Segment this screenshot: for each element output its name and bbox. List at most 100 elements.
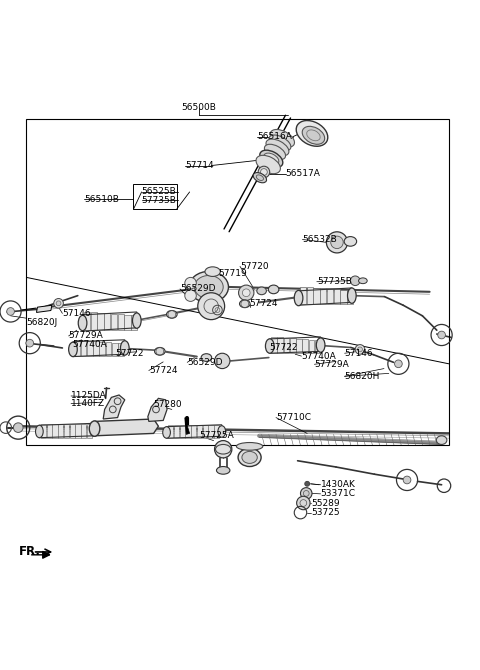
Text: 56529D: 56529D (187, 358, 223, 367)
Circle shape (242, 289, 250, 297)
Polygon shape (290, 338, 296, 353)
Text: 1125DA: 1125DA (71, 391, 107, 401)
Text: 56820J: 56820J (26, 318, 58, 326)
Ellipse shape (89, 421, 100, 436)
Polygon shape (277, 338, 283, 353)
Ellipse shape (194, 275, 223, 299)
Polygon shape (64, 424, 69, 438)
Ellipse shape (167, 310, 177, 318)
Polygon shape (191, 425, 196, 438)
Ellipse shape (348, 288, 356, 304)
Ellipse shape (132, 313, 141, 328)
Polygon shape (52, 424, 58, 438)
Text: 56516A: 56516A (257, 132, 292, 141)
Ellipse shape (242, 452, 257, 464)
Polygon shape (84, 312, 90, 330)
Polygon shape (47, 424, 52, 438)
Text: 57740A: 57740A (301, 352, 336, 360)
Ellipse shape (260, 150, 283, 168)
Polygon shape (302, 339, 308, 353)
Polygon shape (118, 314, 124, 330)
Text: 57735B: 57735B (142, 196, 177, 204)
Polygon shape (58, 424, 63, 438)
Polygon shape (36, 306, 52, 312)
Polygon shape (271, 337, 277, 353)
Polygon shape (70, 424, 75, 438)
Ellipse shape (238, 448, 261, 466)
Polygon shape (208, 425, 214, 438)
Ellipse shape (216, 444, 231, 454)
Polygon shape (75, 424, 81, 438)
Ellipse shape (264, 153, 279, 165)
Text: FR.: FR. (19, 545, 41, 559)
Ellipse shape (90, 424, 98, 436)
Polygon shape (118, 343, 124, 356)
Ellipse shape (256, 155, 280, 174)
Ellipse shape (201, 354, 212, 361)
Circle shape (56, 301, 61, 306)
Circle shape (198, 293, 225, 320)
Polygon shape (87, 341, 93, 356)
Circle shape (403, 476, 411, 484)
Polygon shape (81, 424, 86, 438)
Ellipse shape (240, 300, 250, 308)
Polygon shape (91, 312, 97, 330)
Ellipse shape (264, 144, 286, 159)
Polygon shape (99, 342, 105, 356)
Polygon shape (284, 338, 289, 353)
Circle shape (305, 482, 310, 486)
Ellipse shape (268, 285, 279, 293)
Polygon shape (296, 339, 302, 353)
Polygon shape (103, 395, 125, 419)
Polygon shape (203, 425, 208, 438)
Polygon shape (197, 425, 202, 438)
Ellipse shape (316, 338, 325, 352)
Ellipse shape (359, 278, 367, 283)
Text: 57146: 57146 (345, 349, 373, 358)
Polygon shape (300, 287, 306, 304)
Text: 57719: 57719 (218, 269, 247, 278)
Polygon shape (148, 399, 167, 421)
Text: 57146: 57146 (62, 309, 91, 318)
Ellipse shape (302, 127, 324, 144)
Polygon shape (185, 425, 191, 438)
Polygon shape (112, 342, 118, 356)
Circle shape (54, 299, 63, 308)
Circle shape (261, 169, 267, 176)
Text: 57740A: 57740A (72, 340, 107, 348)
Ellipse shape (36, 425, 43, 438)
Text: 57280: 57280 (154, 400, 182, 409)
Text: 55289: 55289 (311, 498, 340, 507)
Polygon shape (111, 314, 117, 330)
Polygon shape (74, 340, 80, 356)
Text: 57735B: 57735B (317, 277, 352, 286)
Circle shape (297, 496, 310, 510)
Circle shape (7, 308, 14, 316)
Polygon shape (131, 316, 137, 330)
Polygon shape (307, 287, 313, 304)
Text: 57710C: 57710C (276, 413, 311, 422)
Circle shape (300, 488, 312, 499)
Ellipse shape (237, 442, 263, 450)
Text: 57725A: 57725A (199, 431, 234, 440)
Text: 57729A: 57729A (69, 332, 103, 340)
Polygon shape (327, 289, 333, 304)
Ellipse shape (296, 121, 328, 146)
Ellipse shape (257, 287, 266, 295)
Circle shape (350, 276, 360, 285)
Text: 57722: 57722 (269, 344, 297, 352)
Polygon shape (214, 425, 219, 438)
Ellipse shape (155, 348, 165, 355)
Text: 56510B: 56510B (84, 195, 119, 204)
Ellipse shape (69, 342, 77, 356)
Polygon shape (174, 425, 179, 438)
Polygon shape (315, 340, 321, 353)
Polygon shape (95, 419, 158, 436)
Polygon shape (104, 314, 110, 330)
Text: 57714: 57714 (185, 161, 214, 170)
Polygon shape (81, 340, 86, 356)
Polygon shape (41, 424, 46, 438)
Polygon shape (106, 342, 111, 356)
Ellipse shape (253, 173, 266, 183)
Text: 1140FZ: 1140FZ (71, 399, 105, 408)
